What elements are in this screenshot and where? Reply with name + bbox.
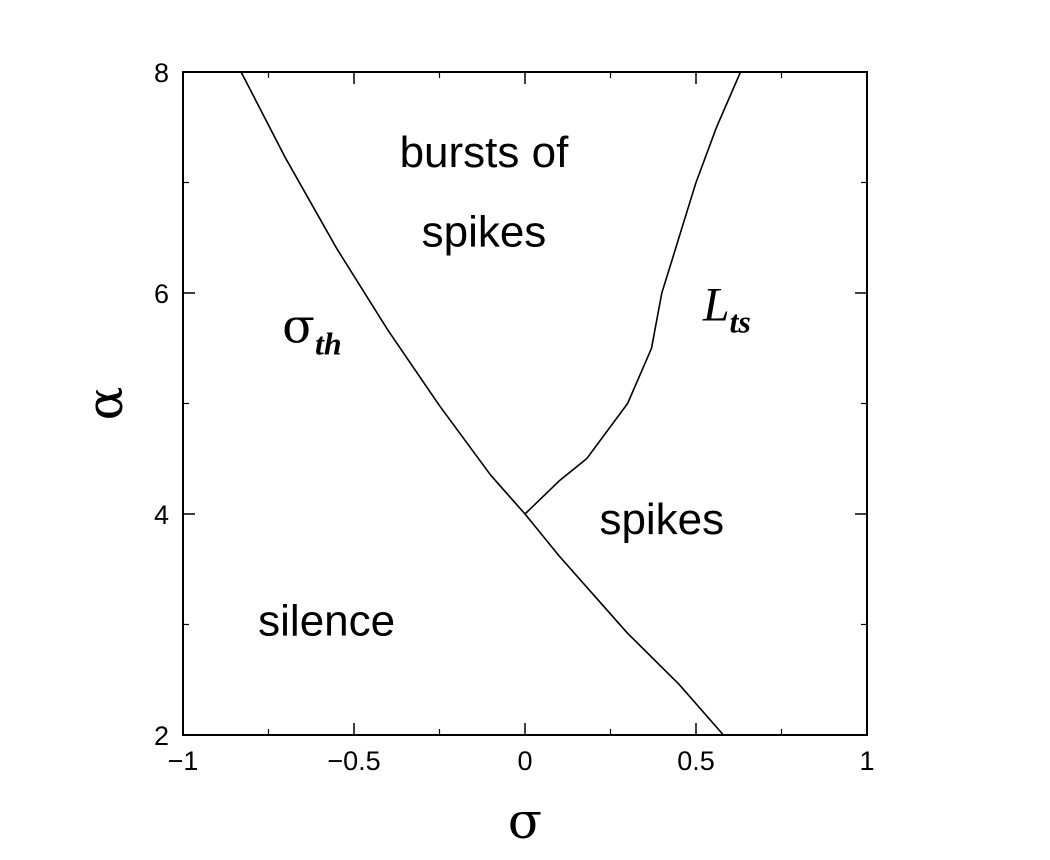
annotations: bursts of spikes spikes silence σth Lts bbox=[258, 128, 751, 646]
x-tick-label: 0.5 bbox=[677, 746, 715, 776]
region-label-spikes: spikes bbox=[599, 495, 724, 544]
x-tick-label: −1 bbox=[168, 746, 199, 776]
curve-label-sigma-th: σth bbox=[282, 299, 341, 362]
curve-label-lts: Lts bbox=[702, 279, 751, 340]
region-label-bursts-line2: spikes bbox=[422, 208, 547, 257]
y-tick-label: 8 bbox=[154, 58, 169, 88]
y-axis-title: α bbox=[76, 387, 134, 421]
y-tick-label: 4 bbox=[154, 500, 169, 530]
y-tick-label: 6 bbox=[154, 279, 169, 309]
x-axis-title: σ bbox=[508, 792, 542, 850]
x-tick-label: 0 bbox=[517, 746, 532, 776]
region-label-silence: silence bbox=[258, 597, 395, 646]
region-label-bursts-line1: bursts of bbox=[400, 128, 570, 177]
x-tick-label: −0.5 bbox=[327, 746, 380, 776]
y-tick-label: 2 bbox=[154, 721, 169, 751]
x-tick-label: 1 bbox=[859, 746, 874, 776]
